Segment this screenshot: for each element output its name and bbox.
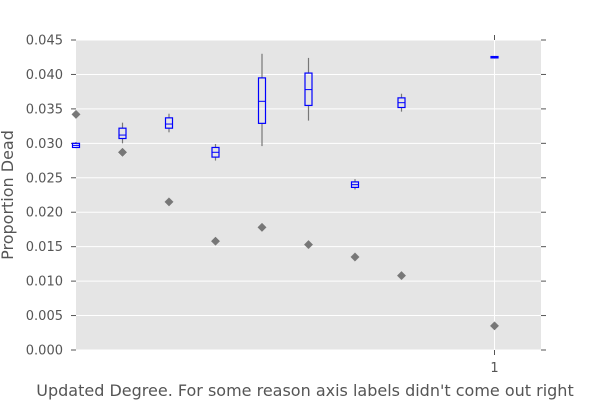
box <box>257 77 267 124</box>
points <box>71 109 500 331</box>
y-axis: 0.000 0.005 0.010 0.015 0.020 0.025 0.030 0.035… <box>26 34 546 359</box>
boxplot <box>211 144 220 161</box>
y-tick-label: 0.025 <box>26 171 63 186</box>
data-point <box>210 236 221 246</box>
y-axis-label: Proportion Dead <box>0 130 17 260</box>
box <box>118 127 127 140</box>
boxplots <box>71 53 499 190</box>
boxplot <box>490 55 499 59</box>
boxplot <box>257 53 267 147</box>
data-point <box>350 252 360 262</box>
boxplot <box>397 93 406 112</box>
boxplot <box>118 122 127 144</box>
y-tick-label: 0.040 <box>26 68 63 83</box>
y-tick-label: 0.035 <box>26 102 63 117</box>
data-point <box>164 197 174 207</box>
y-tick-label: 0.030 <box>26 137 63 152</box>
data-point <box>396 271 407 281</box>
x-axis: 1 <box>490 35 499 376</box>
boxplot <box>71 141 81 149</box>
y-tick-label: 0.005 <box>26 309 63 324</box>
data-point <box>117 147 128 157</box>
y-tick-label: 0.020 <box>26 206 63 221</box>
plot-background <box>76 40 541 350</box>
data-point <box>303 240 314 250</box>
data-point <box>489 321 500 331</box>
x-tick-label: 1 <box>490 361 498 376</box>
box <box>164 117 174 129</box>
data-point <box>71 109 81 119</box>
y-tick-label: 0.015 <box>26 240 63 255</box>
y-tick-label: 0.000 <box>26 344 63 359</box>
boxplot <box>350 179 360 190</box>
y-tick-label: 0.045 <box>26 34 63 49</box>
boxplot <box>304 57 313 121</box>
data-point <box>257 222 267 232</box>
boxplot <box>164 113 174 133</box>
x-axis-label: Updated Degree. For some reason axis lab… <box>36 381 573 400</box>
y-tick-label: 0.010 <box>26 275 63 290</box>
grid <box>76 39 541 351</box>
